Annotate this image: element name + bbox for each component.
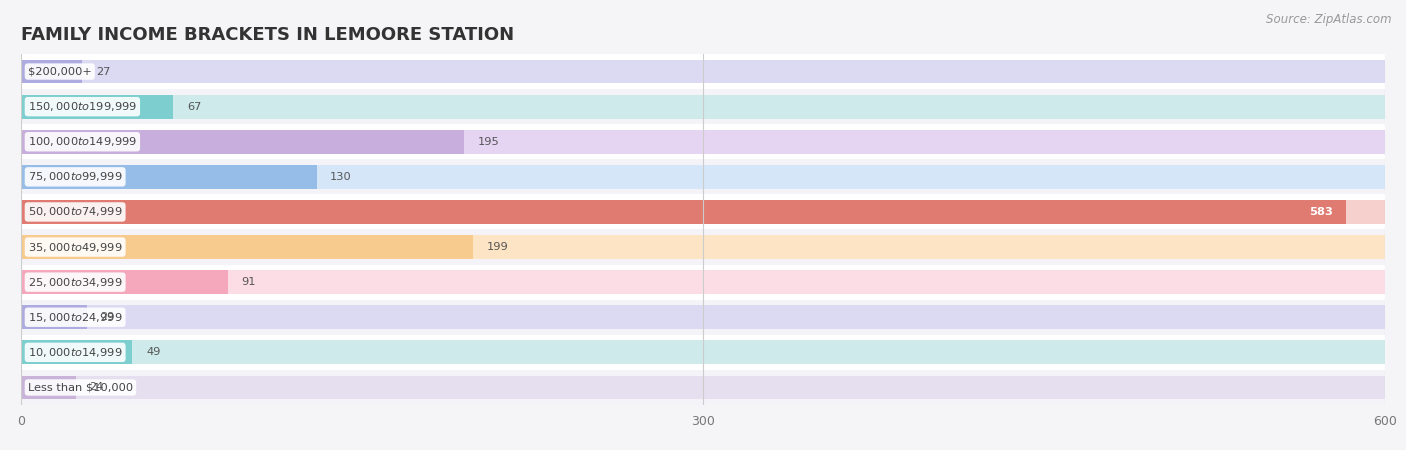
Bar (21, 159, 1385, 194)
Bar (21, 340, 1385, 364)
Bar (21, 235, 1385, 259)
Bar (21, 59, 83, 84)
Text: 29: 29 (101, 312, 115, 322)
Bar (21, 370, 1385, 405)
Text: $200,000+: $200,000+ (28, 67, 91, 76)
Text: 130: 130 (330, 172, 352, 182)
Text: 91: 91 (242, 277, 256, 287)
Bar (21, 165, 316, 189)
Bar (21, 130, 464, 154)
Text: $25,000 to $34,999: $25,000 to $34,999 (28, 276, 122, 288)
Text: $100,000 to $149,999: $100,000 to $149,999 (28, 135, 136, 148)
Bar (21, 375, 1385, 400)
Bar (21, 235, 474, 259)
Text: 67: 67 (187, 102, 201, 112)
Bar (21, 340, 132, 364)
Text: $15,000 to $24,999: $15,000 to $24,999 (28, 311, 122, 324)
Bar (21, 300, 1385, 335)
Text: $75,000 to $99,999: $75,000 to $99,999 (28, 171, 122, 183)
Bar (21, 59, 1385, 84)
Bar (21, 194, 1385, 230)
Text: 199: 199 (486, 242, 509, 252)
Text: 195: 195 (478, 137, 499, 147)
Text: 27: 27 (96, 67, 111, 76)
Bar (21, 305, 1385, 329)
Text: $35,000 to $49,999: $35,000 to $49,999 (28, 241, 122, 253)
Bar (21, 265, 1385, 300)
Bar (21, 270, 228, 294)
Bar (21, 200, 1347, 224)
Bar (21, 230, 1385, 265)
Bar (21, 200, 1385, 224)
Bar (21, 165, 1385, 189)
Text: FAMILY INCOME BRACKETS IN LEMOORE STATION: FAMILY INCOME BRACKETS IN LEMOORE STATIO… (21, 26, 515, 44)
Bar (21, 130, 1385, 154)
Text: $10,000 to $14,999: $10,000 to $14,999 (28, 346, 122, 359)
Text: $150,000 to $199,999: $150,000 to $199,999 (28, 100, 136, 113)
Bar (21, 54, 1385, 89)
Bar (21, 89, 1385, 124)
Text: Less than $10,000: Less than $10,000 (28, 382, 134, 392)
Bar (21, 94, 173, 119)
Bar (21, 305, 87, 329)
Bar (21, 375, 76, 400)
Text: Source: ZipAtlas.com: Source: ZipAtlas.com (1267, 14, 1392, 27)
Text: 583: 583 (1309, 207, 1333, 217)
Text: 24: 24 (90, 382, 104, 392)
Text: $50,000 to $74,999: $50,000 to $74,999 (28, 206, 122, 218)
Text: 49: 49 (146, 347, 160, 357)
Bar (21, 335, 1385, 370)
Bar (21, 124, 1385, 159)
Bar (21, 94, 1385, 119)
Bar (21, 270, 1385, 294)
